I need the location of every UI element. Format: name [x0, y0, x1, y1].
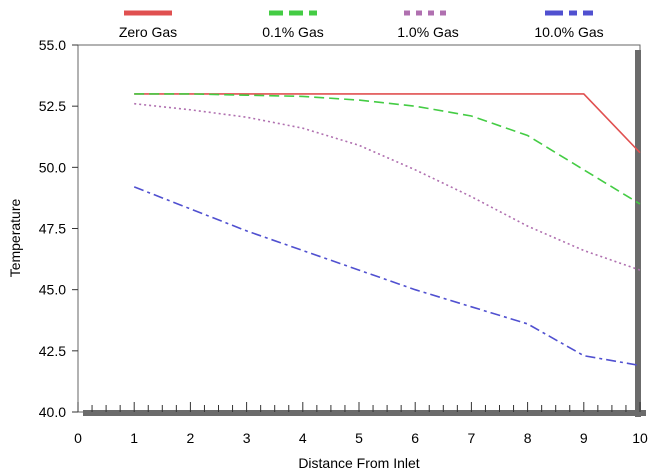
series-layer — [133, 93, 641, 367]
x-tick-label: 7 — [468, 430, 476, 446]
series-line-4 — [133, 186, 641, 367]
x-tick-label: 0 — [74, 430, 82, 446]
legend: Zero Gas 0.1% Gas 1.0% Gas 10.0% Gas — [119, 10, 604, 40]
bottom-shadow — [83, 410, 646, 416]
right-shadow — [635, 50, 641, 417]
series-line-3 — [134, 102, 641, 271]
x-tick-label: 8 — [524, 430, 532, 446]
x-tick-label: 5 — [355, 430, 363, 446]
x-tick-label: 1 — [130, 430, 138, 446]
y-tick-label: 47.5 — [39, 221, 66, 237]
x-tick-label: 9 — [580, 430, 588, 446]
y-tick-label: 45.0 — [39, 282, 66, 298]
legend-label: 10.0% Gas — [534, 24, 603, 40]
y-tick-label: 40.0 — [39, 404, 66, 420]
y-axis-title: Temperature — [7, 198, 23, 277]
y-axis: 55.0 52.5 50.0 47.5 45.0 42.5 40.0 — [39, 37, 78, 420]
x-axis: 0 1 2 3 4 5 6 7 8 9 10 — [74, 402, 648, 446]
x-tick-label: 10 — [632, 430, 648, 446]
x-tick-label: 4 — [299, 430, 307, 446]
x-tick-label: 2 — [187, 430, 195, 446]
series-line-2 — [134, 93, 641, 205]
y-tick-label: 50.0 — [39, 159, 66, 175]
legend-label: 0.1% Gas — [262, 24, 323, 40]
y-tick-label: 42.5 — [39, 343, 66, 359]
y-tick-label: 52.5 — [39, 98, 66, 114]
y-tick-label: 55.0 — [39, 37, 66, 53]
plot-frame — [77, 44, 646, 417]
x-axis-title: Distance From Inlet — [298, 455, 419, 471]
legend-label: 1.0% Gas — [397, 24, 458, 40]
plot-area — [77, 44, 641, 413]
legend-label: Zero Gas — [119, 24, 177, 40]
x-tick-label: 3 — [243, 430, 251, 446]
x-tick-label: 6 — [411, 430, 419, 446]
